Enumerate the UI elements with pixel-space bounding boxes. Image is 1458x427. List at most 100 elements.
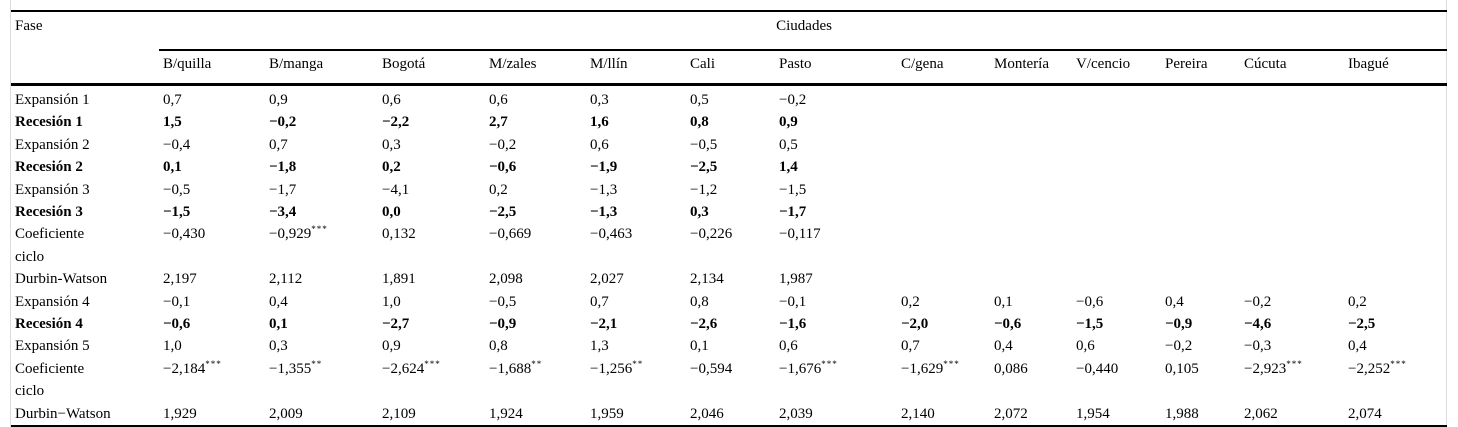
cell: −0,3 <box>1244 338 1272 355</box>
cell: −0,5 <box>690 136 718 153</box>
cell <box>1344 179 1447 201</box>
cell <box>1161 111 1240 133</box>
cell: −2,0 <box>901 316 929 333</box>
city-header-row: B/quilla B/manga Bogotá M/zales M/llín Cali Pa… <box>11 50 1447 85</box>
cell: −1,629*** <box>901 358 960 377</box>
row-label: Durbin-Watson <box>15 271 108 288</box>
cell: −2,184*** <box>163 358 222 377</box>
column-header-city-8: Montería <box>994 56 1049 72</box>
cell: 0,3 <box>269 338 288 355</box>
cell: 1,5 <box>163 114 182 131</box>
column-header-city-9: V/cencio <box>1076 56 1131 72</box>
cell <box>990 85 1072 112</box>
row-label: Expansión 5 <box>15 338 90 355</box>
row-label: Expansión 2 <box>15 136 90 153</box>
cell: −1,355** <box>269 358 323 377</box>
cell: −1,7 <box>779 204 807 221</box>
cell <box>1344 156 1447 178</box>
cell <box>1161 85 1240 112</box>
cell <box>897 156 990 178</box>
cell <box>1072 111 1161 133</box>
cell: −1,5 <box>1076 316 1104 333</box>
cell: 2,072 <box>994 405 1028 422</box>
cell <box>1072 85 1161 112</box>
table-row: Expansión 4 −0,1 0,4 1,0 −0,5 0,7 0,8 −0,1 0,2 0,… <box>11 291 1447 313</box>
cell <box>1344 268 1447 290</box>
row-label: Recesión 1 <box>15 114 83 131</box>
column-header-city-6: Pasto <box>779 56 812 72</box>
cell: −1,5 <box>779 181 807 198</box>
cell: −0,6 <box>1076 293 1104 310</box>
cell: −2,7 <box>382 316 410 333</box>
cell: 2,074 <box>1348 405 1382 422</box>
cell: 0,3 <box>690 204 709 221</box>
cell: 0,2 <box>489 181 508 198</box>
cell: −0,9 <box>1165 316 1193 333</box>
cell: −2,5 <box>690 159 718 176</box>
cell: 2,140 <box>901 405 935 422</box>
cell: −3,4 <box>269 204 297 221</box>
column-header-city-5: Cali <box>690 56 715 72</box>
column-header-city-3: M/zales <box>489 56 537 72</box>
cell: 2,039 <box>779 405 813 422</box>
cell: 0,1 <box>163 159 182 176</box>
significance-stars: *** <box>1390 358 1407 369</box>
table-row: Coeficiente ciclo −0,430 −0,929*** 0,132 −0,… <box>11 223 1447 268</box>
cell <box>990 201 1072 223</box>
cell: 0,5 <box>690 92 709 108</box>
column-header-city-10: Pereira <box>1165 56 1208 72</box>
cell <box>897 134 990 156</box>
cell: 1,929 <box>163 405 197 422</box>
cell: −2,624*** <box>382 358 441 377</box>
cell <box>1161 134 1240 156</box>
cell: 0,7 <box>269 136 288 153</box>
cell <box>1072 134 1161 156</box>
cell <box>1240 223 1344 268</box>
cell: −4,1 <box>382 181 410 198</box>
cell: 0,9 <box>779 114 798 131</box>
cell: 0,7 <box>590 293 609 310</box>
column-header-city-4: M/llín <box>590 56 628 72</box>
cell: 1,3 <box>590 338 609 355</box>
cell: −1,6 <box>779 316 807 333</box>
cell: 1,0 <box>163 338 182 355</box>
cell: 0,8 <box>690 114 709 131</box>
cell: −0,2 <box>1165 338 1193 355</box>
column-header-city-7: C/gena <box>901 56 944 72</box>
cell: −0,4 <box>163 136 191 153</box>
column-header-city-0: B/quilla <box>163 56 212 72</box>
cell: −0,594 <box>690 360 733 377</box>
cell <box>990 268 1072 290</box>
significance-stars: *** <box>1286 358 1303 369</box>
cell: −1,688** <box>489 358 543 377</box>
cell: −0,1 <box>779 293 807 310</box>
cell: 0,1 <box>269 316 288 333</box>
cell: 0,9 <box>269 92 288 108</box>
cell: −1,8 <box>269 159 297 176</box>
cell <box>1072 156 1161 178</box>
significance-stars: *** <box>821 358 838 369</box>
cell: −1,5 <box>163 204 191 221</box>
cell <box>897 111 990 133</box>
cell: 0,4 <box>1165 293 1184 310</box>
cell <box>1344 201 1447 223</box>
cell: 1,987 <box>779 271 813 288</box>
cell: 0,4 <box>269 293 288 310</box>
cell <box>990 179 1072 201</box>
cell: −1,2 <box>690 181 718 198</box>
cell: 2,134 <box>690 271 724 288</box>
cell <box>1161 268 1240 290</box>
cell: −2,5 <box>489 204 517 221</box>
cell: 0,3 <box>590 92 609 108</box>
table-row: Recesión 4 −0,6 0,1 −2,7 −0,9 −2,1 −2,6 −1,6 −2,… <box>11 313 1447 335</box>
column-header-city-2: Bogotá <box>382 56 426 72</box>
cell <box>1344 85 1447 112</box>
cell: 1,954 <box>1076 405 1110 422</box>
cell: −0,669 <box>489 226 532 243</box>
cell: 0,8 <box>690 293 709 310</box>
row-label: Recesión 4 <box>15 316 83 333</box>
cell: 2,062 <box>1244 405 1278 422</box>
table-row: Coeficiente ciclo −2,184*** −1,355** −2,624… <box>11 358 1447 403</box>
significance-stars: *** <box>205 358 222 369</box>
